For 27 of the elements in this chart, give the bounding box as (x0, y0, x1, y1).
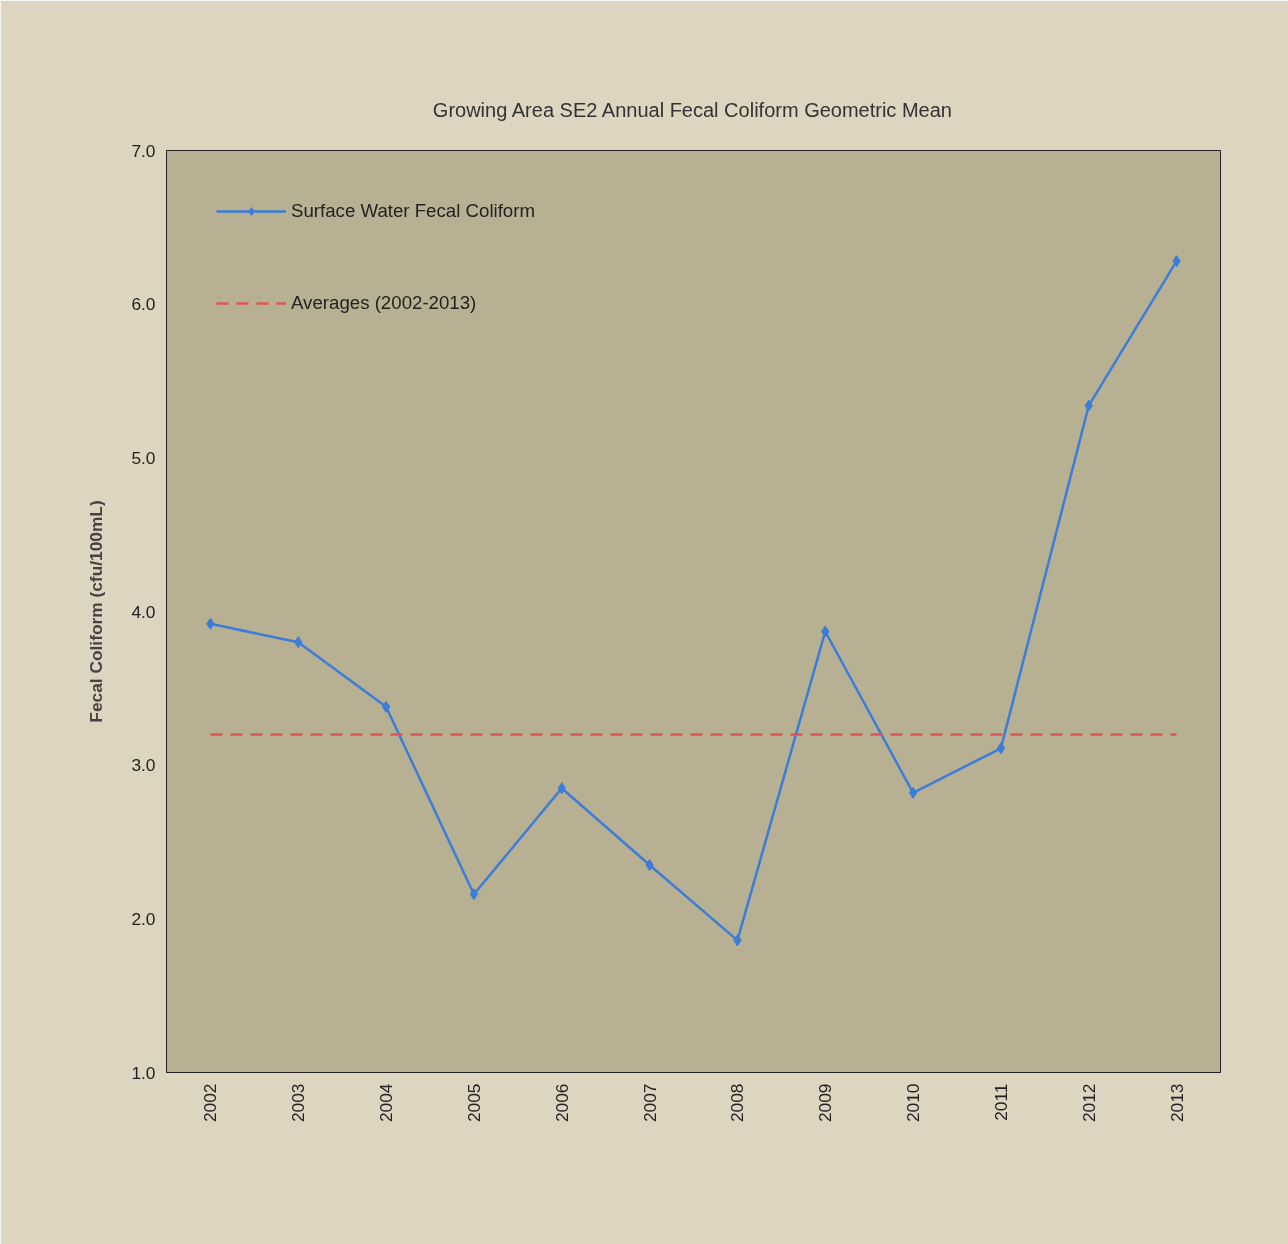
x-tick-label: 2003 (288, 1083, 309, 1123)
chart-title: Growing Area SE2 Annual Fecal Coliform Geometric Mean (432, 98, 952, 121)
x-tick-label: 2006 (551, 1083, 572, 1123)
x-tick-label: 2005 (463, 1083, 484, 1123)
y-tick-label: 5.0 (131, 447, 156, 468)
y-tick-label: 3.0 (131, 755, 156, 776)
x-tick-label: 2010 (903, 1083, 924, 1123)
y-tick-label: 4.0 (131, 601, 156, 622)
legend-label: Surface Water Fecal Coliform (291, 200, 535, 222)
x-tick-label: 2012 (1078, 1083, 1099, 1123)
y-tick-label: 1.0 (131, 1062, 156, 1083)
point (469, 888, 479, 901)
point (908, 786, 918, 799)
x-tick-label: 2004 (376, 1083, 397, 1123)
x-tick-label: 2009 (815, 1083, 836, 1123)
x-tick-label: 2008 (727, 1083, 748, 1123)
x-tick-label: 2011 (990, 1083, 1011, 1121)
x-tick-label: 2002 (200, 1083, 221, 1123)
legend-label: Averages (2002-2013) (291, 292, 477, 314)
y-axis-title: Fecal Coliform (cfu/100mL) (86, 500, 107, 723)
y-tick-label: 7.0 (131, 140, 156, 161)
x-tick-label: 2007 (639, 1083, 660, 1123)
point (381, 700, 391, 713)
y-tick-label: 2.0 (131, 908, 156, 929)
x-tick-label: 2013 (1166, 1083, 1187, 1123)
y-tick-label: 6.0 (131, 294, 156, 315)
point (996, 742, 1006, 755)
